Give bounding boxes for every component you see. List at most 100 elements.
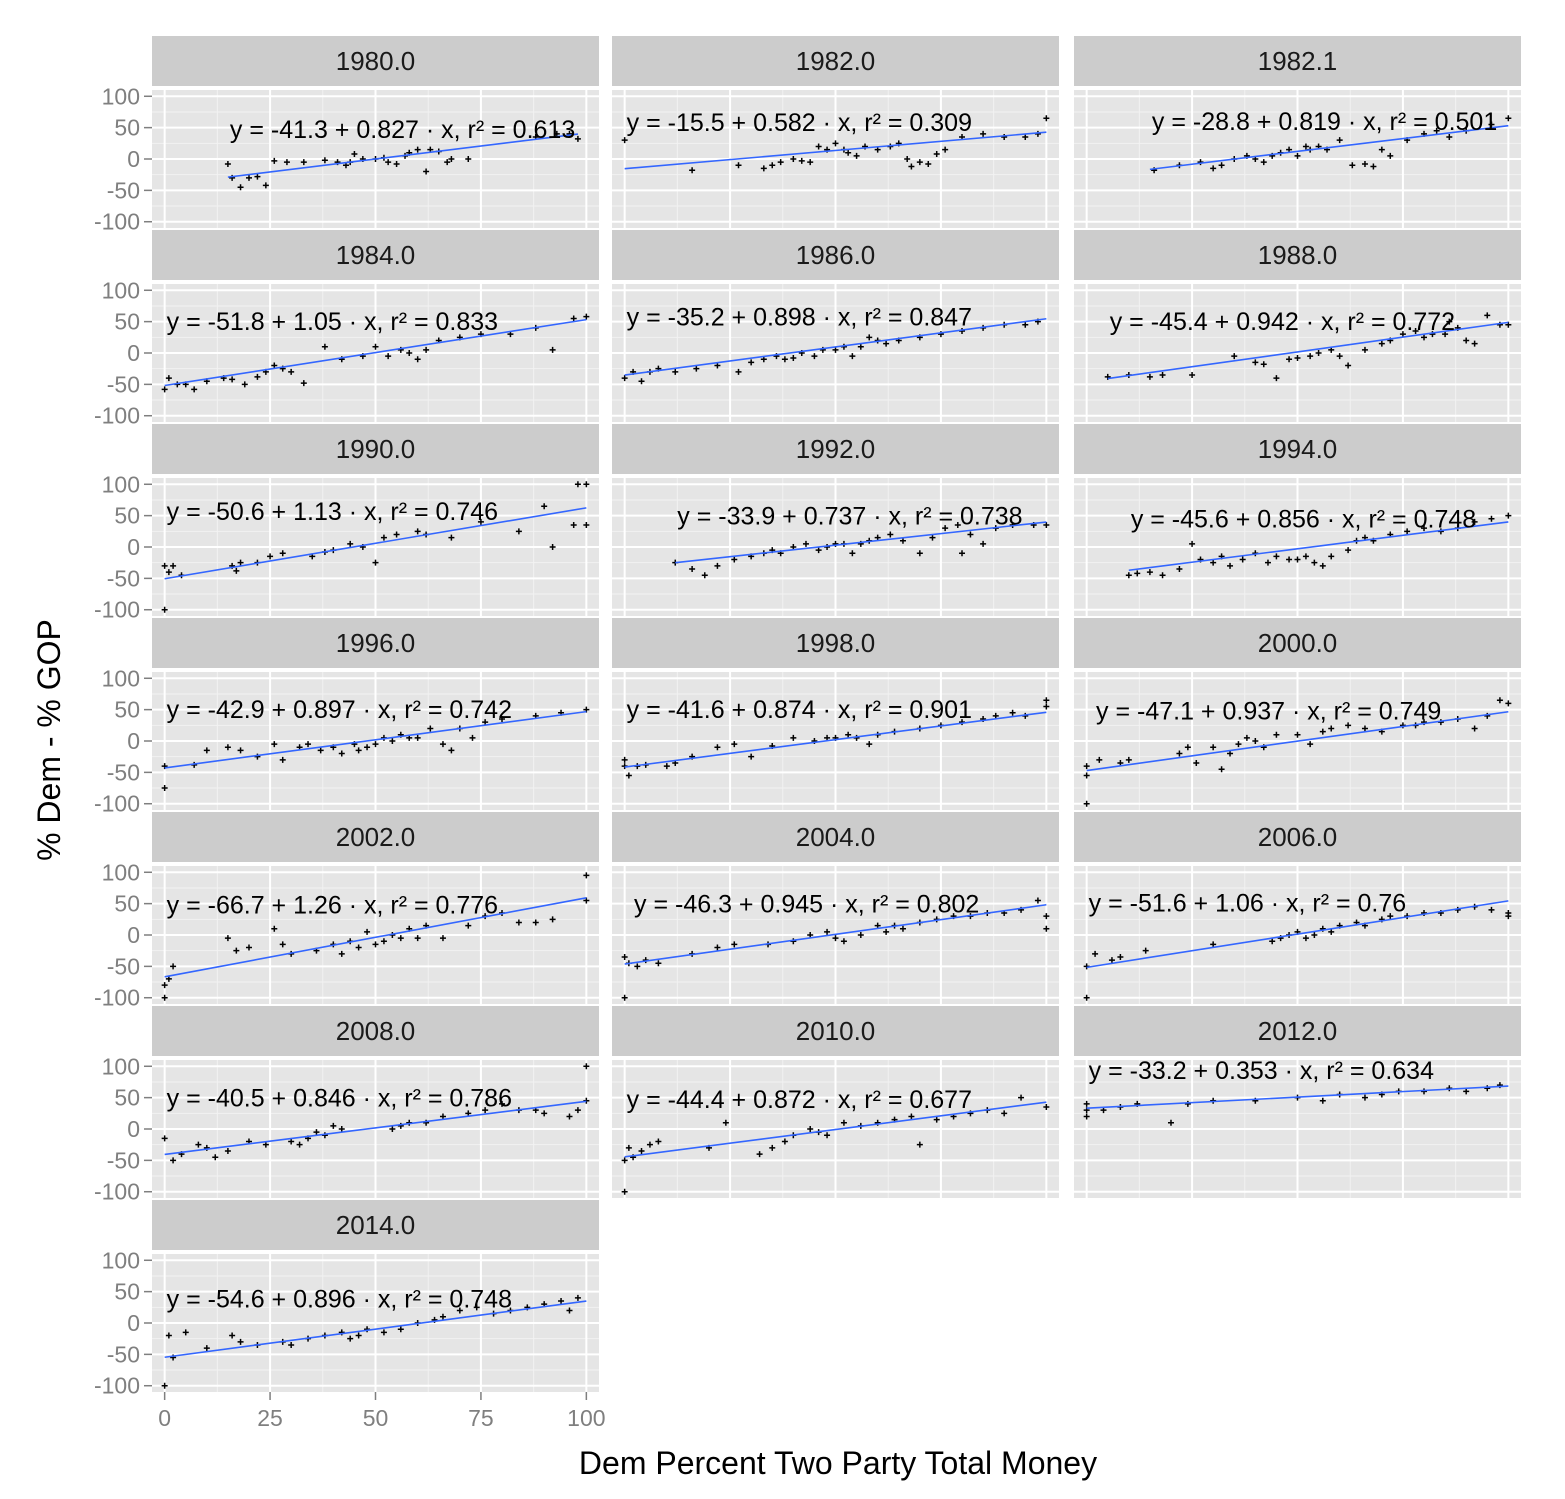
y-tick-label: -50 — [107, 565, 140, 591]
data-point — [499, 1100, 506, 1107]
data-point — [1328, 725, 1335, 732]
strip-label: 1996.0 — [336, 628, 416, 658]
data-point — [351, 150, 358, 157]
data-point — [1319, 562, 1326, 569]
data-point — [1117, 759, 1124, 766]
strip-label: 1990.0 — [336, 434, 416, 464]
data-point — [372, 941, 379, 948]
data-point — [313, 1129, 320, 1136]
facet-panel: 2010.0 y = -44.4 + 0.872 · x, r² = 0.677 — [612, 1006, 1059, 1198]
data-point — [701, 572, 708, 579]
data-point — [499, 716, 506, 723]
data-point — [1349, 162, 1356, 169]
data-point — [355, 944, 362, 951]
data-point — [1412, 328, 1419, 335]
data-point — [929, 534, 936, 541]
data-point — [1505, 700, 1512, 707]
data-point — [845, 149, 852, 156]
data-point — [372, 559, 379, 566]
data-point — [414, 935, 421, 942]
strip-background — [152, 812, 599, 862]
data-point — [574, 1294, 581, 1301]
data-point — [1125, 572, 1132, 579]
data-point — [448, 747, 455, 754]
strip-label: 1984.0 — [336, 240, 416, 270]
data-point — [625, 772, 632, 779]
data-point — [1387, 152, 1394, 159]
data-point — [279, 756, 286, 763]
y-tick-label: 0 — [127, 340, 140, 366]
data-point — [1043, 925, 1050, 932]
data-point — [967, 531, 974, 538]
y-tick-label: 50 — [114, 503, 140, 529]
data-point — [271, 362, 278, 369]
data-point — [1252, 359, 1259, 366]
facet-panel: 2012.0 y = -33.2 + 0.353 · x, r² = 0.634 — [1074, 1006, 1521, 1198]
data-point — [515, 528, 522, 535]
strip-label: 2010.0 — [796, 1016, 876, 1046]
data-point — [1176, 565, 1183, 572]
data-point — [1361, 161, 1368, 168]
data-point — [1302, 143, 1309, 150]
data-point — [845, 731, 852, 738]
data-point — [338, 750, 345, 757]
data-point — [203, 1345, 210, 1352]
y-tick-label: -100 — [94, 985, 140, 1011]
data-point — [414, 146, 421, 153]
data-point — [714, 362, 721, 369]
data-point — [1421, 525, 1428, 532]
data-point — [980, 540, 987, 547]
y-tick-label: 50 — [114, 115, 140, 141]
data-point — [874, 922, 881, 929]
strip-background — [612, 812, 1059, 862]
strip-background — [1074, 1006, 1521, 1056]
regression-equation: y = -40.5 + 0.846 · x, r² = 0.786 — [167, 1085, 512, 1113]
data-point — [1100, 1107, 1107, 1114]
data-point — [904, 156, 911, 162]
data-point — [1273, 553, 1280, 560]
data-point — [1009, 709, 1016, 716]
data-point — [925, 161, 932, 168]
data-point — [427, 725, 434, 732]
data-point — [583, 313, 590, 320]
data-point — [414, 528, 421, 535]
data-point — [802, 540, 809, 547]
data-point — [233, 947, 240, 954]
data-point — [714, 944, 721, 951]
data-point — [735, 162, 742, 169]
data-point — [769, 1144, 776, 1151]
regression-equation: y = -42.9 + 0.897 · x, r² = 0.742 — [167, 696, 512, 724]
data-point — [300, 159, 307, 166]
data-point — [887, 531, 894, 538]
y-tick-label: -50 — [107, 1341, 140, 1367]
strip-label: 1986.0 — [796, 240, 876, 270]
data-point — [1294, 556, 1301, 563]
data-point — [233, 567, 240, 574]
strip-background — [152, 1006, 599, 1056]
y-tick-label: -100 — [94, 1373, 140, 1399]
data-point — [1302, 935, 1309, 942]
data-point — [1378, 340, 1385, 347]
data-point — [756, 1151, 763, 1158]
data-point — [1227, 750, 1234, 757]
data-point — [224, 161, 231, 168]
data-point — [254, 753, 261, 760]
data-point — [621, 756, 628, 763]
data-point — [1231, 353, 1238, 360]
y-tick-label: -50 — [107, 759, 140, 785]
data-point — [380, 534, 387, 541]
data-point — [1092, 950, 1099, 957]
data-point — [456, 1307, 463, 1314]
data-point — [170, 562, 177, 569]
y-tick-label: 50 — [114, 1085, 140, 1111]
data-point — [980, 130, 987, 137]
data-point — [305, 741, 312, 748]
data-point — [899, 537, 906, 544]
data-point — [237, 747, 244, 754]
data-point — [161, 763, 168, 770]
facet-panel: 1980.0 y = -41.3 + 0.827 · x, r² = 0.613 — [152, 36, 599, 228]
data-point — [1189, 371, 1196, 378]
data-point — [1043, 703, 1050, 710]
data-point — [212, 1154, 219, 1161]
data-point — [1159, 371, 1166, 378]
